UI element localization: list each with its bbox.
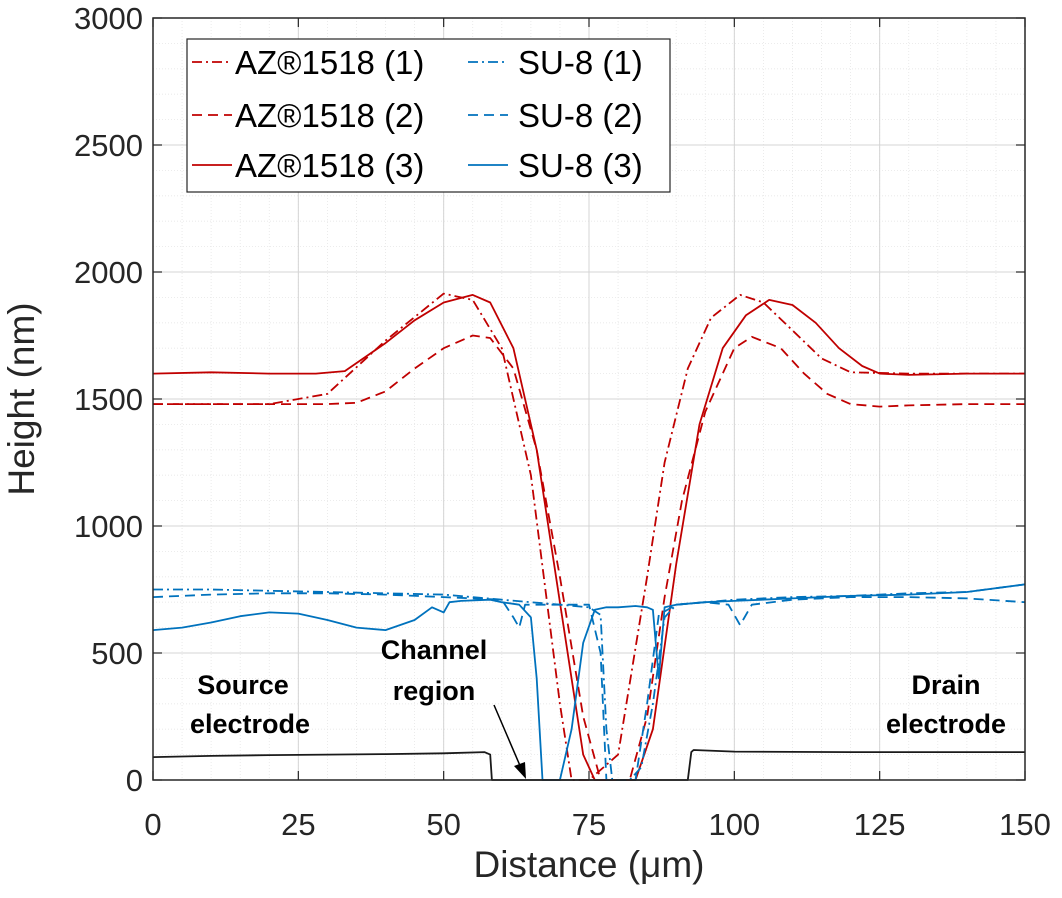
series-line-1 bbox=[153, 292, 1025, 781]
legend: AZ®1518 (1) AZ®1518 (2) AZ®1518 (3) SU-8 (1… bbox=[186, 38, 671, 193]
drain-annotation-line2: electrode bbox=[886, 709, 1006, 739]
legend-entry: SU-8 (2) bbox=[518, 97, 643, 134]
source-annotation-line1: Source bbox=[197, 670, 289, 700]
annotations: Source electrode Channel region Drain el… bbox=[190, 635, 1006, 779]
x-tick-label: 125 bbox=[854, 807, 906, 842]
y-axis-label: Height (nm) bbox=[1, 302, 42, 495]
channel-arrow-shaft bbox=[493, 704, 522, 769]
y-tick-label: 2000 bbox=[74, 255, 143, 290]
x-axis-label: Distance (μm) bbox=[473, 844, 704, 885]
legend-entry: SU-8 (3) bbox=[518, 147, 643, 184]
y-tick-label: 500 bbox=[91, 636, 143, 671]
channel-annotation-line1: Channel bbox=[381, 635, 488, 665]
y-axis-ticks: 0 500 1000 1500 2000 2500 3000 bbox=[74, 1, 1025, 798]
x-tick-label: 150 bbox=[999, 807, 1051, 842]
x-tick-label: 75 bbox=[572, 807, 606, 842]
legend-entry: AZ®1518 (1) bbox=[235, 44, 424, 81]
y-tick-label: 1000 bbox=[74, 509, 143, 544]
series-line-5 bbox=[152, 592, 1026, 781]
y-tick-label: 2500 bbox=[74, 128, 143, 163]
drain-annotation-line1: Drain bbox=[911, 670, 980, 700]
x-tick-label: 0 bbox=[144, 807, 161, 842]
y-tick-label: 3000 bbox=[74, 1, 143, 36]
legend-entry: SU-8 (1) bbox=[518, 44, 643, 81]
legend-entry: AZ®1518 (2) bbox=[235, 97, 424, 134]
y-tick-label: 0 bbox=[126, 763, 143, 798]
x-tick-label: 50 bbox=[426, 807, 460, 842]
legend-box bbox=[186, 38, 671, 193]
legend-entry: AZ®1518 (3) bbox=[235, 147, 424, 184]
y-tick-label: 1500 bbox=[74, 382, 143, 417]
x-axis-ticks: 0 25 50 75 100 125 150 bbox=[144, 18, 1051, 842]
x-tick-label: 100 bbox=[708, 807, 760, 842]
channel-annotation-line2: region bbox=[393, 676, 476, 706]
x-tick-label: 25 bbox=[281, 807, 315, 842]
source-annotation-line2: electrode bbox=[190, 709, 310, 739]
channel-arrow-head bbox=[514, 762, 526, 779]
